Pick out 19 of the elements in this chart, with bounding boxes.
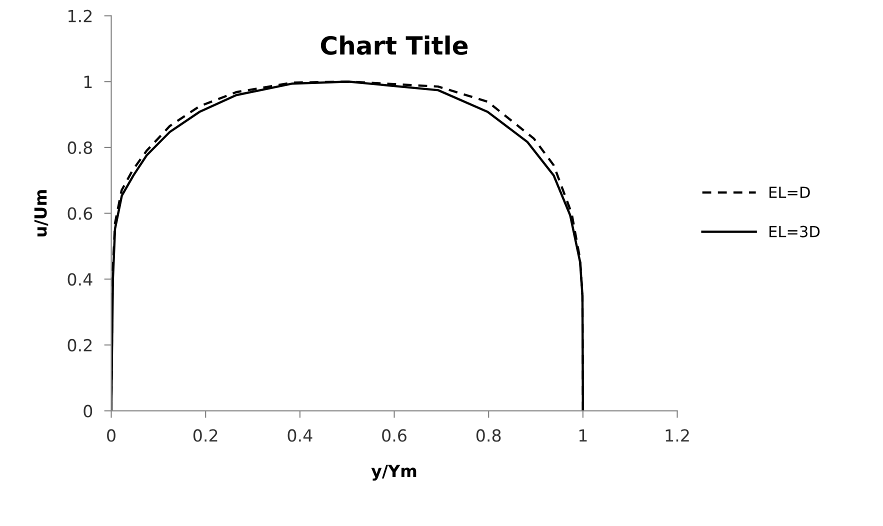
y-tick-label: 0.6	[68, 207, 92, 220]
x-tick-label: 1	[579, 429, 587, 442]
x-tick-label: 0.2	[193, 429, 218, 442]
x-tick-label: 1.2	[666, 429, 689, 442]
x-tick-label: 0.8	[476, 429, 501, 442]
x-tick-label: 0	[107, 429, 116, 442]
x-axis-title: y/Ym	[371, 464, 416, 481]
x-tick-label: 0.6	[382, 429, 406, 442]
legend-label: EL=D	[770, 186, 810, 198]
x-tick-label: 0.4	[288, 429, 312, 442]
y-tick-label: 0.8	[68, 141, 92, 154]
text: Chart Title	[320, 36, 468, 55]
legend-label: EL=3D	[770, 226, 820, 238]
y-tick-label: 1	[84, 76, 92, 88]
y-axis-title: u/Um	[34, 190, 48, 236]
y-tick-label: 0	[84, 404, 92, 418]
y-tick-label: 0.4	[68, 273, 92, 286]
y-tick-label: 1.2	[68, 10, 92, 22]
y-tick-label: 0.2	[68, 338, 92, 352]
